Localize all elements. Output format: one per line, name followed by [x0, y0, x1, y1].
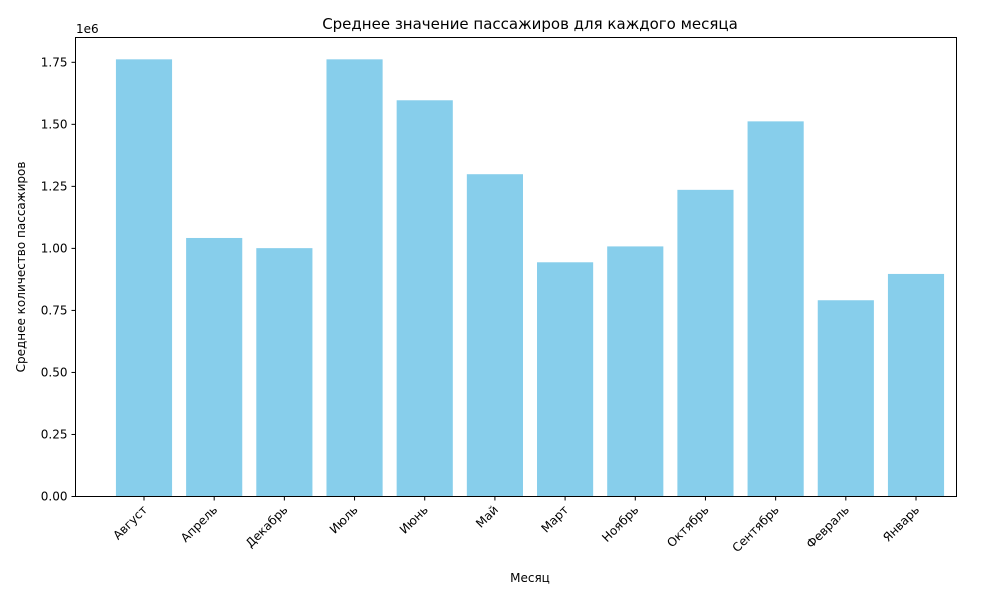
x-tick-label: Ноябрь: [599, 503, 641, 545]
y-tick-label: 0.75: [41, 303, 68, 317]
bar-3: [256, 248, 313, 497]
x-tick-label: Апрель: [178, 503, 220, 545]
x-tick-label: Январь: [880, 503, 922, 545]
x-axis-ticks: Август Апрель Декабрь Июль Июнь Май Март Ноябрь…: [110, 496, 922, 555]
y-tick-label: 1.00: [41, 241, 68, 255]
x-tick-label: Июль: [327, 503, 361, 537]
y-axis-title: Среднее количество пассажиров: [14, 162, 28, 373]
bar-10: [747, 121, 804, 497]
x-tick-label: Февраль: [804, 503, 852, 551]
bar-6: [466, 174, 523, 497]
bar-12: [887, 273, 945, 497]
chart-title: Среднее значение пассажиров для каждого …: [322, 15, 738, 33]
y-tick-label: 0.00: [41, 490, 68, 504]
bar-2: [186, 237, 243, 497]
x-tick-label: Май: [473, 503, 501, 531]
bars-group: [115, 59, 945, 497]
x-tick-label: Март: [538, 503, 571, 536]
bar-8: [607, 246, 664, 497]
x-axis-title: Месяц: [510, 571, 550, 585]
y-tick-label: 1.25: [41, 179, 68, 193]
bar-9: [677, 189, 734, 497]
x-tick-label: Август: [110, 503, 150, 543]
y-tick-label: 0.50: [41, 365, 68, 379]
x-tick-label: Сентябрь: [729, 503, 781, 555]
bar-11: [817, 300, 874, 497]
plot-frame: [75, 37, 957, 497]
bar-4: [326, 59, 383, 497]
x-tick-label: Декабрь: [243, 503, 291, 551]
bar-5: [396, 100, 453, 497]
bar-7: [537, 262, 594, 497]
y-tick-label: 1.50: [41, 117, 68, 131]
x-tick-label: Октябрь: [664, 503, 711, 550]
y-tick-label: 1.75: [41, 55, 68, 69]
y-offset-label: 1e6: [76, 22, 99, 36]
y-axis-ticks: 0.00 0.25 0.50 0.75 1.00 1.25 1.50 1.75: [41, 55, 76, 504]
x-tick-label: Июнь: [397, 503, 431, 537]
bar-1: [115, 59, 173, 497]
y-tick-label: 0.25: [41, 427, 68, 441]
